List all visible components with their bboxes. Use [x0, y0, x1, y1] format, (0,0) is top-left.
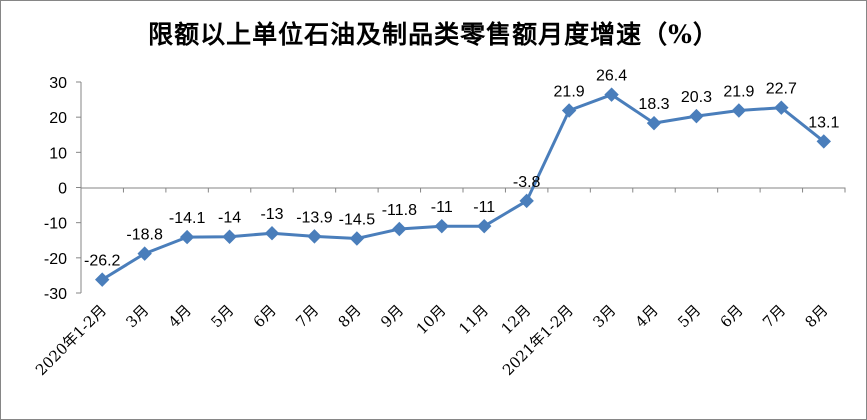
y-tick-label: 20	[49, 110, 67, 127]
data-point	[95, 272, 110, 287]
y-tick-label: -30	[44, 286, 67, 303]
data-point	[561, 103, 577, 118]
x-tick-label: 3月	[122, 301, 152, 331]
x-tick-label: 6月	[250, 301, 280, 331]
x-tick-label: 2020年1-2月	[32, 301, 110, 379]
data-label: 26.4	[596, 68, 627, 85]
data-point	[137, 246, 152, 261]
data-labels: -26.2 -18.8 -14.1 -14 -13 -13.9 -14.5 -11.8 -11 -…	[84, 68, 839, 270]
data-label: 18.3	[638, 96, 669, 113]
data-point	[349, 231, 365, 246]
data-label: -26.2	[84, 253, 121, 270]
data-label: -11.8	[382, 202, 417, 219]
data-label: 20.3	[681, 89, 712, 106]
data-point	[264, 226, 280, 241]
data-label: -14.1	[169, 210, 206, 227]
x-tick-label: 8月	[802, 301, 832, 331]
data-markers	[95, 87, 831, 287]
x-tick-label: 5月	[207, 301, 237, 331]
data-point	[646, 115, 662, 131]
data-label: -11	[473, 199, 495, 216]
chart-title: 限额以上单位石油及制品类零售额月度增速（%）	[148, 20, 719, 49]
data-point	[604, 87, 619, 102]
x-tick-label: 4月	[165, 301, 195, 331]
x-tick-label: 10月	[413, 301, 450, 338]
data-label: 22.7	[766, 81, 797, 98]
y-axis-ticks: 30 20 10 0 -10 -20 -30	[44, 75, 81, 303]
data-point	[434, 218, 449, 234]
x-tick-label: 9月	[377, 301, 407, 331]
data-label: -13.9	[296, 209, 333, 226]
data-point	[731, 103, 747, 118]
y-tick-label: 0	[58, 181, 67, 198]
data-label: -11	[431, 199, 453, 216]
y-tick-label: 10	[49, 145, 67, 162]
x-tick-label: 8月	[335, 301, 365, 331]
data-label: 13.1	[808, 114, 839, 131]
data-point	[816, 134, 831, 149]
x-tick-label: 11月	[455, 301, 492, 338]
x-tick-label: 12月	[498, 301, 535, 338]
data-point	[774, 100, 789, 115]
data-point	[519, 193, 534, 209]
data-point	[179, 229, 195, 245]
data-point	[307, 229, 322, 244]
data-label: -13	[260, 206, 283, 223]
y-tick-label: -10	[44, 216, 67, 233]
y-tick-label: -20	[44, 251, 67, 268]
x-tick-label: 7月	[759, 301, 789, 331]
x-tick-label: 3月	[589, 301, 619, 331]
x-tick-label: 6月	[717, 301, 747, 331]
data-label: -18.8	[126, 227, 163, 244]
x-tick-label: 4月	[632, 301, 662, 331]
series-line	[101, 93, 825, 281]
x-tick-label: 5月	[674, 301, 704, 331]
data-point	[222, 229, 237, 244]
data-label: -14	[218, 210, 241, 227]
data-point	[477, 218, 492, 234]
y-tick-label: 30	[49, 75, 67, 92]
data-point	[392, 221, 407, 237]
data-label: 21.9	[554, 83, 585, 100]
x-axis-ticks: 2020年1-2月 3月 4月 5月 6月 7月 8月 9月 10月 11月 12月2021年1-2…	[32, 187, 846, 379]
data-label: 21.9	[723, 83, 754, 100]
data-label: -14.5	[339, 211, 376, 228]
x-tick-label: 7月	[292, 301, 322, 331]
data-point	[689, 108, 704, 124]
data-label: -3.8	[513, 174, 541, 191]
